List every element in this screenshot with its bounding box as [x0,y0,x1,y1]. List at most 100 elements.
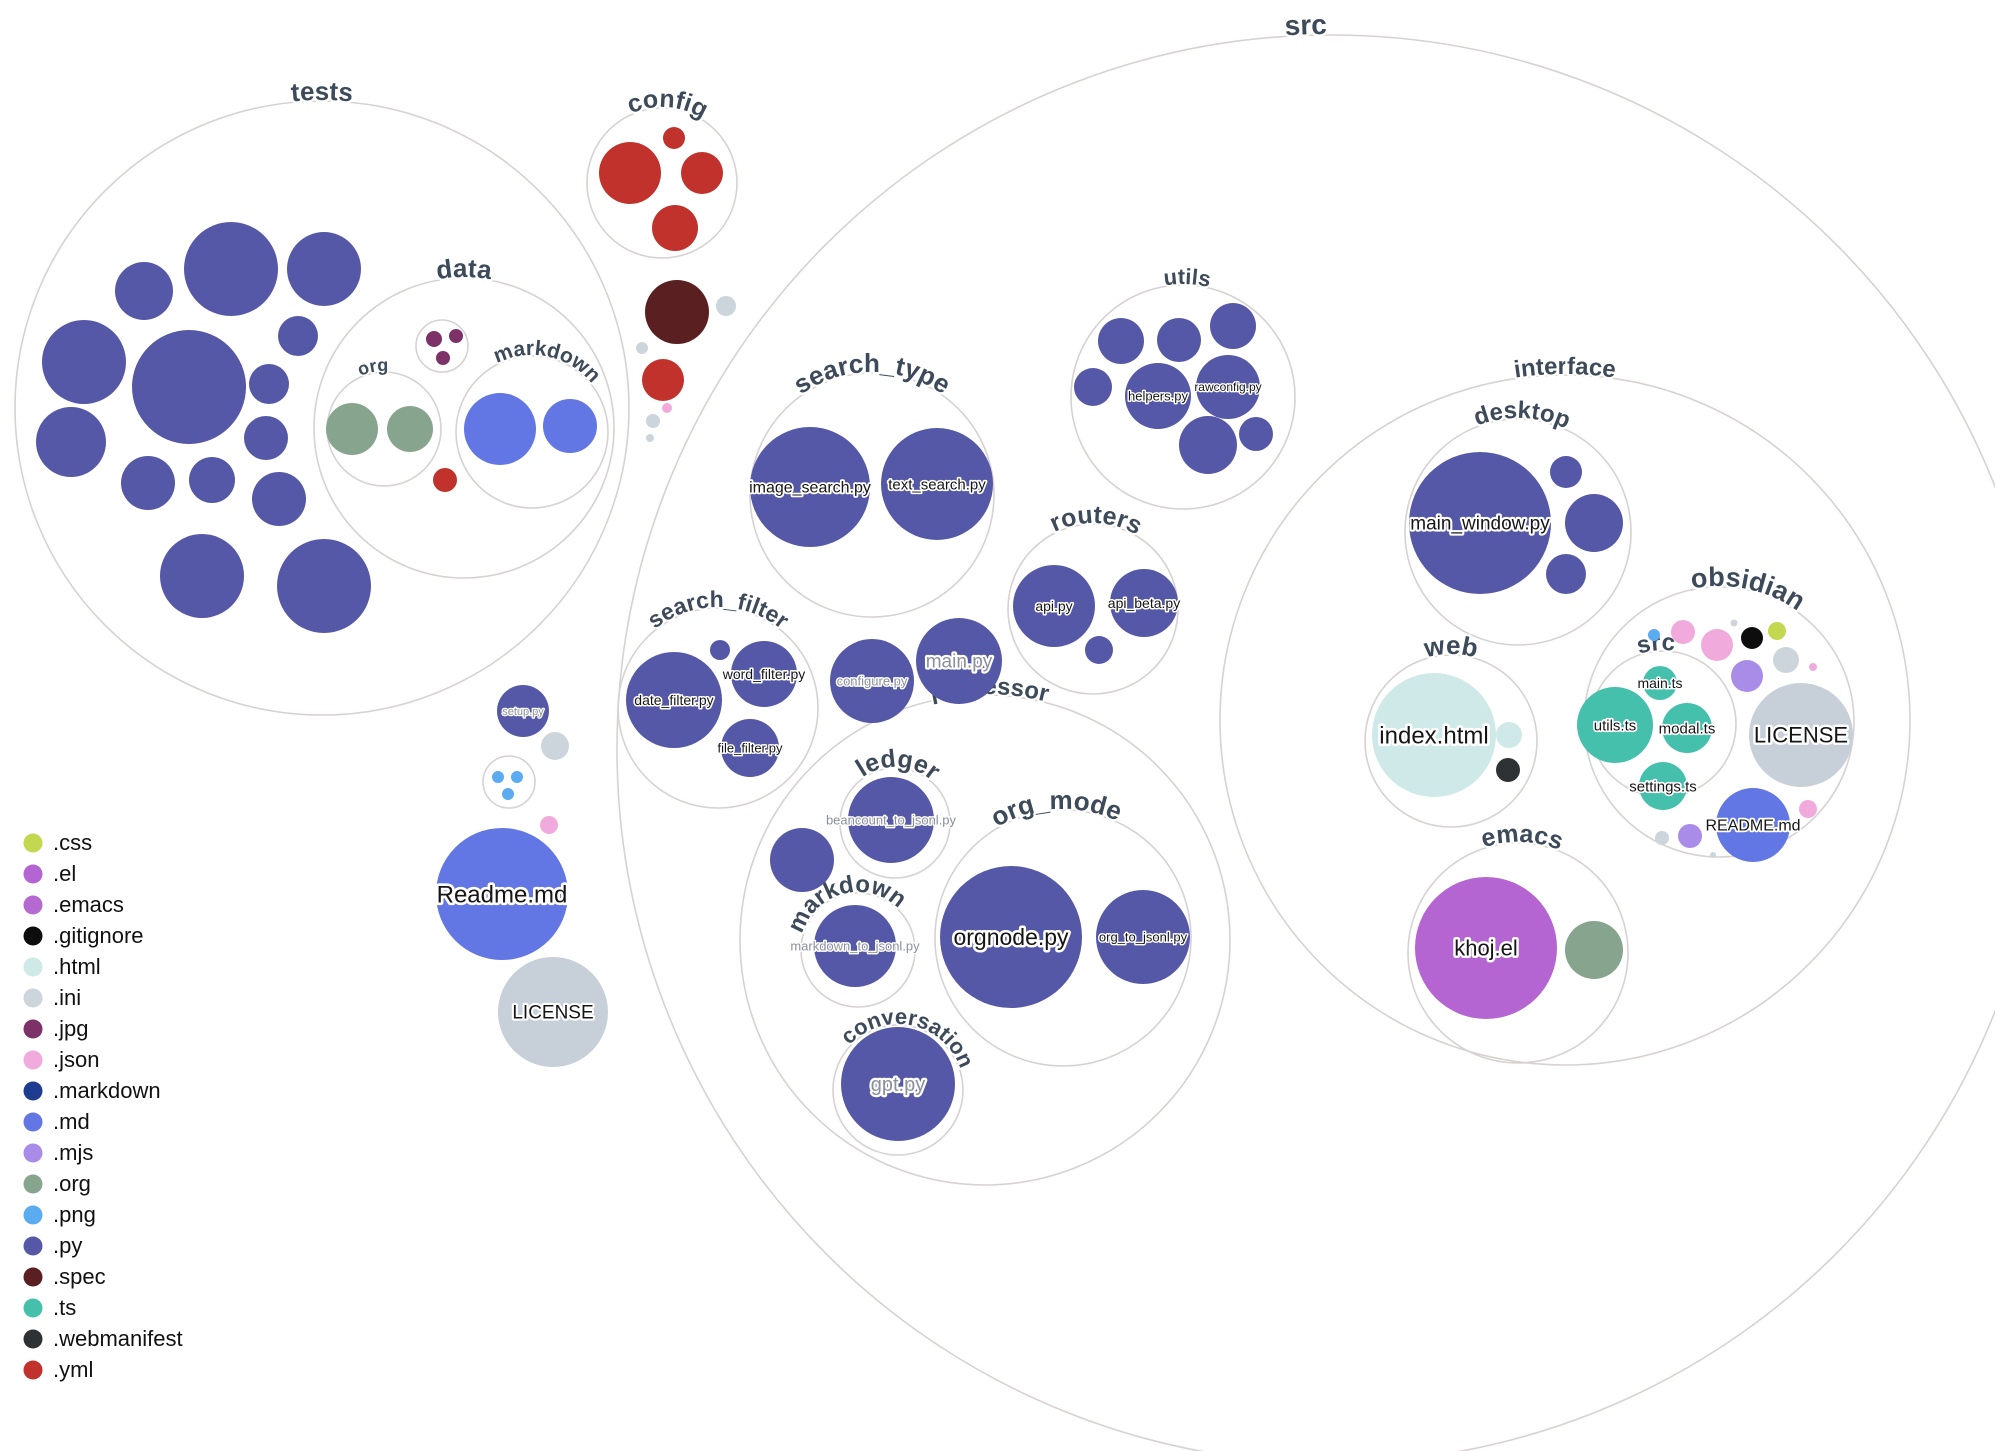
file-main_window.py[interactable] [1409,452,1551,594]
folder-tests-circle[interactable] [14,100,630,716]
file-word_filter.py[interactable] [731,641,797,707]
file-py-circle[interactable] [277,539,371,633]
file-orgnode.py[interactable] [940,866,1082,1008]
file-date_filter.py[interactable] [626,652,722,748]
folder-search_type-circle[interactable] [749,372,995,618]
file-png-circle[interactable] [492,771,504,783]
file-ini-circle[interactable] [1710,852,1716,858]
file-setup.py[interactable] [497,685,549,737]
file-main.py[interactable] [916,618,1002,704]
file-html-circle[interactable] [1496,722,1522,748]
file-gpt.py[interactable] [841,1027,955,1141]
file-khoj.el[interactable] [1415,877,1557,1019]
file-yml-circle[interactable] [663,127,685,149]
folder-org_mode-circle[interactable] [934,809,1192,1067]
folder-utils-circle[interactable] [1070,284,1296,510]
file-css-circle[interactable] [1768,622,1786,640]
file-modal.ts[interactable] [1662,703,1712,753]
file-org_to_jsonl.py[interactable] [1096,890,1190,984]
file-settings.ts[interactable] [1639,762,1687,810]
file-ini-circle[interactable] [1655,831,1669,845]
file-index.html[interactable] [1372,673,1496,797]
folder-interface-circle[interactable] [1219,374,1911,1066]
file-py-circle[interactable] [1565,494,1623,552]
folder-markdown-data-circle[interactable] [455,355,609,509]
file-main.ts[interactable] [1643,666,1677,700]
file-org-circle[interactable] [387,406,433,452]
file-yml-circle[interactable] [599,142,661,204]
file-py-circle[interactable] [189,457,235,503]
file-jpg-circle[interactable] [436,351,450,365]
file-py-circle[interactable] [287,232,361,306]
file-py-circle[interactable] [1239,417,1273,451]
folder-data-circle[interactable] [313,277,615,579]
file-py-circle[interactable] [1550,456,1582,488]
folder-src-circle[interactable] [616,34,1995,1451]
file-ini-circle[interactable] [1730,619,1738,627]
file-py-circle[interactable] [1074,368,1112,406]
file-py-circle[interactable] [1098,318,1144,364]
file-md-circle[interactable] [543,399,597,453]
file-ini-circle[interactable] [646,414,660,428]
file-configure.py[interactable] [830,639,914,723]
file-py-circle[interactable] [1179,416,1237,474]
file-beancount_to_jsonl.py[interactable] [848,777,934,863]
file-py-circle[interactable] [115,262,173,320]
folder-png-folder-circle[interactable] [482,755,536,809]
file-md-circle[interactable] [464,393,536,465]
file-json-circle[interactable] [540,816,558,834]
file-spec-circle[interactable] [645,280,709,344]
file-py-circle[interactable] [244,416,288,460]
file-py-circle[interactable] [249,364,289,404]
file-py-circle[interactable] [36,407,106,477]
file-utils.ts[interactable] [1577,687,1653,763]
file-py-circle[interactable] [252,472,306,526]
file-org-circle[interactable] [326,403,378,455]
file-yml-circle[interactable] [681,152,723,194]
file-py-circle[interactable] [160,534,244,618]
file-ini-circle[interactable] [636,342,648,354]
folder-web-circle[interactable] [1364,654,1538,828]
file-webmanifest-circle[interactable] [1496,758,1520,782]
file-py-circle[interactable] [278,316,318,356]
file-rawconfig.py[interactable] [1196,355,1260,419]
file-py-circle[interactable] [42,320,126,404]
file-py-circle[interactable] [1210,303,1256,349]
file-mjs-circle[interactable] [1678,824,1702,848]
file-png-circle[interactable] [1648,629,1660,641]
file-image_search.py[interactable] [750,427,870,547]
folder-emacs-circle[interactable] [1407,842,1629,1064]
file-README.md[interactable] [1716,788,1790,862]
file-py-circle[interactable] [1157,318,1201,362]
file-ini-circle[interactable] [646,434,654,442]
file-org-circle[interactable] [1565,921,1623,979]
file-py-circle[interactable] [121,456,175,510]
folder-ledger-circle[interactable] [839,767,951,879]
file-json-circle[interactable] [662,403,672,413]
file-png-circle[interactable] [502,788,514,800]
file-api.py[interactable] [1013,565,1095,647]
folder-markdown-processor-circle[interactable] [800,892,916,1008]
file-mjs-circle[interactable] [1731,660,1763,692]
file-yml-circle[interactable] [642,359,684,401]
folder-routers-circle[interactable] [1007,523,1179,695]
file-py-circle[interactable] [710,640,730,660]
file-py-circle[interactable] [132,330,246,444]
file-gitignore-circle[interactable] [1741,627,1763,649]
file-json-circle[interactable] [1809,663,1817,671]
file-api_beta.py[interactable] [1110,569,1178,637]
file-ini-circle[interactable] [1773,647,1799,673]
file-json-circle[interactable] [1799,800,1817,818]
file-ini-circle[interactable] [541,732,569,760]
file-json-circle[interactable] [1671,620,1695,644]
folder-jpg-folder-circle[interactable] [415,319,469,373]
file-ini-circle[interactable] [716,296,736,316]
file-LICENSE[interactable] [498,957,608,1067]
file-png-circle[interactable] [511,771,523,783]
folder-config-circle[interactable] [586,107,738,259]
file-jpg-circle[interactable] [426,331,442,347]
folder-conversation-circle[interactable] [832,1024,964,1156]
file-yml-circle[interactable] [652,205,698,251]
file-py-circle[interactable] [184,222,278,316]
file-markdown_to_jsonl.py[interactable] [814,905,896,987]
